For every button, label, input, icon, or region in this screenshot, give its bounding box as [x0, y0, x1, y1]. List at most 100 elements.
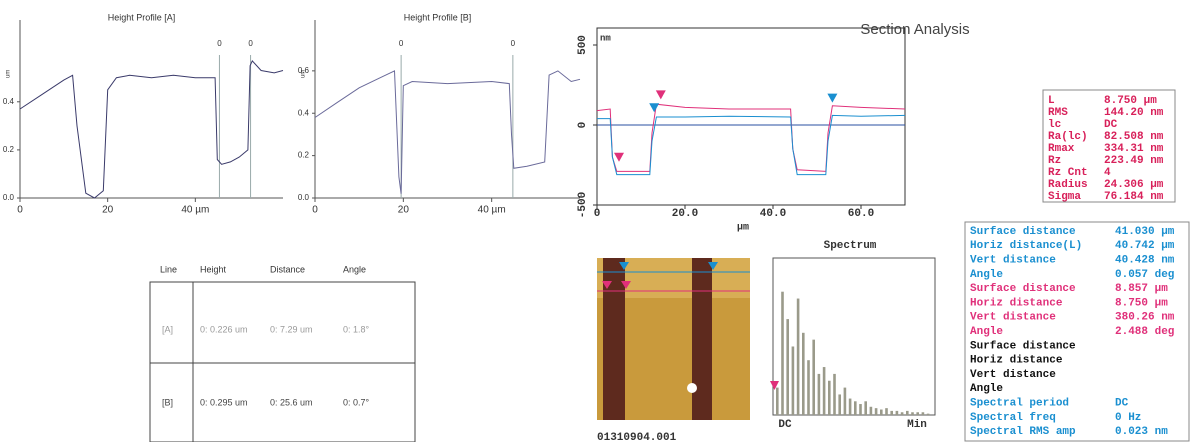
cursor-label: 0 [248, 39, 253, 48]
spectrum-bar [885, 408, 888, 415]
x-tick-label: 40 µm [478, 205, 506, 216]
afm-image [597, 258, 750, 420]
profile-unit: um [6, 70, 12, 78]
image-file: 01310904.001 [597, 432, 677, 442]
spectrum-bar [823, 367, 826, 415]
spectrum-bar [776, 388, 779, 415]
measure-label: Surface distance [970, 226, 1076, 238]
measure-value: DC [1115, 398, 1129, 410]
spectrum-bar [906, 411, 909, 415]
spectrum-bar [870, 407, 873, 415]
spectrum-bar [875, 408, 878, 415]
image-stripe [692, 258, 712, 420]
measure-label: Surface distance [970, 283, 1076, 295]
spectrum-bar [927, 414, 930, 415]
table-cell: 0: 0.7° [343, 397, 370, 407]
spectrum-title: Spectrum [824, 240, 877, 252]
y-tick-label: 0.4 [298, 108, 310, 117]
y-tick-label: 0.0 [3, 193, 15, 202]
x-tick-label: 20.0 [672, 208, 698, 220]
y-tick-label: -500 [577, 192, 589, 218]
spectrum-bar [916, 412, 919, 415]
profile-line [315, 71, 580, 194]
y-tick-label: 0.0 [298, 193, 310, 202]
table-cell: 0: 25.6 um [270, 397, 313, 407]
page: 01310904.001 Height Profile [A]um0.00.20… [0, 0, 1190, 442]
table-cell: [B] [162, 397, 173, 407]
spectrum-end: Min [907, 419, 927, 431]
x-tick-label: 0 [17, 205, 23, 216]
spectrum-bar [880, 410, 883, 415]
measure-value: 41.030 µm [1115, 226, 1175, 238]
profile-title: Height Profile [B] [404, 12, 472, 22]
image-particle [687, 383, 697, 393]
measure-value: 0.023 nm [1115, 426, 1168, 438]
spectrum-start: DC [778, 419, 792, 431]
stat-value: 334.31 nm [1104, 143, 1164, 155]
spectrum-bar [901, 412, 904, 415]
stat-label: Rz Cnt [1048, 167, 1088, 179]
y-tick-label: 0 [577, 122, 589, 129]
spectrum-bar [838, 394, 841, 415]
stat-value: 24.306 µm [1104, 179, 1164, 191]
stat-value: 82.508 nm [1104, 131, 1164, 143]
table-cell: 0: 0.295 um [200, 397, 248, 407]
measure-label: Angle [970, 269, 1003, 281]
marker [649, 103, 659, 112]
y-tick-label: 500 [577, 35, 589, 55]
table-header: Height [200, 264, 227, 274]
spectrum-bar [828, 381, 831, 415]
spectrum-bar [922, 412, 925, 415]
measure-value: 40.742 µm [1115, 240, 1175, 252]
measure-value: 0.057 deg [1115, 269, 1174, 281]
cursor-label: 0 [399, 39, 404, 48]
spectrum-bar [807, 360, 810, 415]
x-tick-label: 20 [102, 205, 114, 216]
spectrum-bar [833, 374, 836, 415]
spectrum-bar [890, 411, 893, 415]
y-tick-label: 0.6 [298, 66, 310, 75]
spectrum-bar [896, 411, 899, 415]
spectrum-bar [812, 340, 815, 415]
y-tick-label: 0.2 [298, 151, 310, 160]
stat-label: Ra(lc) [1048, 131, 1088, 143]
stat-label: Rmax [1048, 143, 1075, 155]
measure-label: Vert distance [970, 312, 1056, 324]
table-cell: 0: 0.226 um [200, 324, 248, 334]
y-tick-label: 0.4 [3, 97, 15, 106]
x-tick-label: 20 [398, 205, 410, 216]
measure-value: 380.26 nm [1115, 312, 1175, 324]
measure-label: Spectral freq [970, 412, 1056, 424]
cursor-label: 0 [217, 39, 222, 48]
stat-label: Radius [1048, 179, 1088, 191]
x-tick-label: 0 [594, 208, 601, 220]
measure-value: 40.428 nm [1115, 255, 1175, 267]
spectrum-bar [859, 404, 862, 415]
stat-label: Rz [1048, 155, 1061, 167]
table-header: Line [160, 264, 177, 274]
table-header: Angle [343, 264, 366, 274]
x-tick-label: 40.0 [760, 208, 786, 220]
spectrum-bar [781, 292, 784, 415]
stat-value: 144.20 nm [1104, 107, 1164, 119]
measure-value: 0 Hz [1115, 412, 1141, 424]
y-unit: nm [600, 33, 611, 43]
measure-value: 8.857 µm [1115, 283, 1168, 295]
measure-label: Horiz distance [970, 355, 1063, 367]
stat-label: L [1048, 95, 1055, 107]
spectrum-bar [849, 399, 852, 415]
measure-label: Vert distance [970, 255, 1056, 267]
spectrum-bar [854, 401, 857, 415]
section-title: Section Analysis [860, 21, 969, 38]
table-cell: 0: 1.8° [343, 324, 370, 334]
x-unit: µm [737, 223, 749, 234]
stat-label: Sigma [1048, 191, 1081, 203]
profile-line [20, 61, 283, 198]
stat-value: 76.184 nm [1104, 191, 1164, 203]
spectrum-bar [797, 299, 800, 415]
measure-label: Surface distance [970, 340, 1076, 352]
x-tick-label: 60.0 [848, 208, 874, 220]
measure-label: Horiz distance(L) [970, 240, 1082, 252]
measure-label: Angle [970, 326, 1003, 338]
measure-label: Angle [970, 383, 1003, 395]
